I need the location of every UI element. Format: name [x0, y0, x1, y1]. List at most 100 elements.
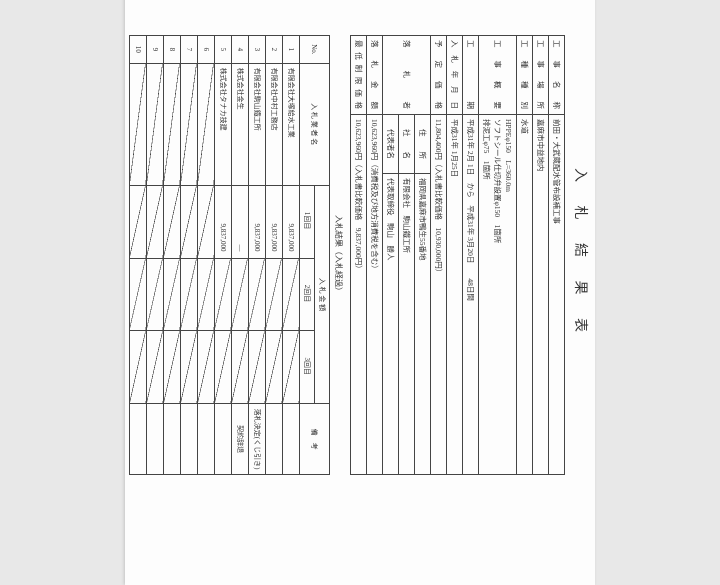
cell-name: 有限会社中村工務店 [266, 63, 283, 185]
label: 工 事 名 称 [549, 35, 565, 114]
cell-r1 [130, 185, 147, 258]
cell-r1: 9,837,000 [283, 185, 300, 258]
cell-r3 [232, 330, 249, 403]
table-row: 3有限会社駒山鐵工所9,837,000 落札決定(くじ引き) [249, 35, 266, 474]
value: 嘉麻市中益地内 [533, 114, 549, 474]
cell-no: 10 [130, 35, 147, 63]
cell-name: 有限会社駒山鐵工所 [249, 63, 266, 185]
cell-r2 [283, 258, 300, 331]
label: 工 期 [463, 35, 479, 114]
cell-remark [215, 403, 232, 474]
cell-r1: 9,837,000 [266, 185, 283, 258]
cell-r1 [181, 185, 198, 258]
cell-name: 株式会社金生 [232, 63, 249, 185]
cell-r2 [130, 258, 147, 331]
page-title: 入 札 結 果 表 [571, 35, 591, 475]
sublabel: 代表者名 [383, 114, 399, 173]
cell-r1: 9,837,000 [249, 185, 266, 258]
cell-r2 [232, 258, 249, 331]
cell-remark: 契約辞退 [232, 403, 249, 474]
value: 水道 [517, 114, 533, 474]
value: 11,804,400円（入札書比較価格 10,930,000円） [431, 114, 447, 474]
sublabel: 社 名 [399, 114, 415, 173]
cell-remark [147, 403, 164, 474]
cell-r2 [198, 258, 215, 331]
cell-no: 9 [147, 35, 164, 63]
label: 落 札 金 額 [367, 35, 383, 114]
cell-name [164, 63, 181, 185]
cell-r3 [215, 330, 232, 403]
cell-remark [266, 403, 283, 474]
cell-r1 [164, 185, 181, 258]
col-name: 入 札 業 者 名 [300, 63, 330, 185]
cell-r3 [249, 330, 266, 403]
col-amount: 入 札 金 額 [315, 185, 330, 403]
cell-no: 2 [266, 35, 283, 63]
value: 前田・大武蔵配水管布設補工事 [549, 114, 565, 474]
bidders-subtitle: 入札結果（入札経過） [333, 35, 344, 475]
cell-r2 [181, 258, 198, 331]
cell-r1: 9,837,000 [215, 185, 232, 258]
table-row: 2有限会社中村工務店9,837,000 [266, 35, 283, 474]
cell-no: 5 [215, 35, 232, 63]
document-page: 入 札 結 果 表 工 事 名 称 前田・大武蔵配水管布設補工事 工 事 場 所… [125, 0, 595, 585]
bidders-table: No. 入 札 業 者 名 入 札 金 額 備 考 1回目 2回目 3回目 1有… [129, 35, 330, 475]
table-row: 9 [147, 35, 164, 474]
value: 福岡県嘉麻市鴨生55番地 [415, 173, 431, 474]
cell-r2 [147, 258, 164, 331]
cell-r2 [164, 258, 181, 331]
value: 有限会社 駒山鐵工所 [399, 173, 415, 474]
cell-r2 [215, 258, 232, 331]
cell-name [198, 63, 215, 185]
cell-remark [198, 403, 215, 474]
sublabel: 住 所 [415, 114, 431, 173]
table-row: 7 [181, 35, 198, 474]
cell-no: 1 [283, 35, 300, 63]
details-table: 工 事 名 称 前田・大武蔵配水管布設補工事 工 事 場 所 嘉麻市中益地内 工… [350, 35, 565, 475]
cell-no: 3 [249, 35, 266, 63]
cell-name [181, 63, 198, 185]
label: 最低制限価格 [351, 35, 367, 114]
cell-r2 [249, 258, 266, 331]
col-remark: 備 考 [300, 403, 330, 474]
label: 落 札 者 [383, 35, 431, 114]
cell-r1: ― [232, 185, 249, 258]
value: 10,623,960円（消費税及び地方消費税を含む） [367, 114, 383, 474]
cell-name: 有限会社大塚給水工業 [283, 63, 300, 185]
col-r3: 3回目 [300, 330, 315, 403]
table-row: 5株式会社タナカ技建9,837,000 [215, 35, 232, 474]
cell-r1 [147, 185, 164, 258]
cell-r3 [283, 330, 300, 403]
cell-r3 [164, 330, 181, 403]
cell-no: 6 [198, 35, 215, 63]
col-r1: 1回目 [300, 185, 315, 258]
cell-remark [181, 403, 198, 474]
cell-r1 [198, 185, 215, 258]
value: HPPEφ150 L=360.0m ソフトシール仕切弁設置φ150 1箇所 排泥… [479, 114, 517, 474]
cell-r3 [130, 330, 147, 403]
value: 平成31年 1月25日 [447, 114, 463, 474]
label: 工 事 場 所 [533, 35, 549, 114]
label: 工 種 種 別 [517, 35, 533, 114]
cell-remark [130, 403, 147, 474]
cell-r3 [266, 330, 283, 403]
cell-no: 4 [232, 35, 249, 63]
value: 平成31年 2月 1日 から 平成31年 3月20日 48日間 [463, 114, 479, 474]
table-row: 6 [198, 35, 215, 474]
label: 入 札 年 月 日 [447, 35, 463, 114]
col-r2: 2回目 [300, 258, 315, 331]
cell-r3 [147, 330, 164, 403]
table-row: 4株式会社金生― 契約辞退 [232, 35, 249, 474]
cell-remark [283, 403, 300, 474]
cell-r3 [181, 330, 198, 403]
label: 工 事 概 要 [479, 35, 517, 114]
document-content: 入 札 結 果 表 工 事 名 称 前田・大武蔵配水管布設補工事 工 事 場 所… [129, 35, 591, 475]
cell-r2 [266, 258, 283, 331]
table-row: 1有限会社大塚給水工業9,837,000 [283, 35, 300, 474]
cell-remark [164, 403, 181, 474]
cell-remark: 落札決定(くじ引き) [249, 403, 266, 474]
cell-name: 株式会社タナカ技建 [215, 63, 232, 185]
value: 10,623,960円（入札書比較価格 9,837,000円） [351, 114, 367, 474]
value: 代表取締役 駒山 勝人 [383, 173, 399, 474]
cell-name [130, 63, 147, 185]
